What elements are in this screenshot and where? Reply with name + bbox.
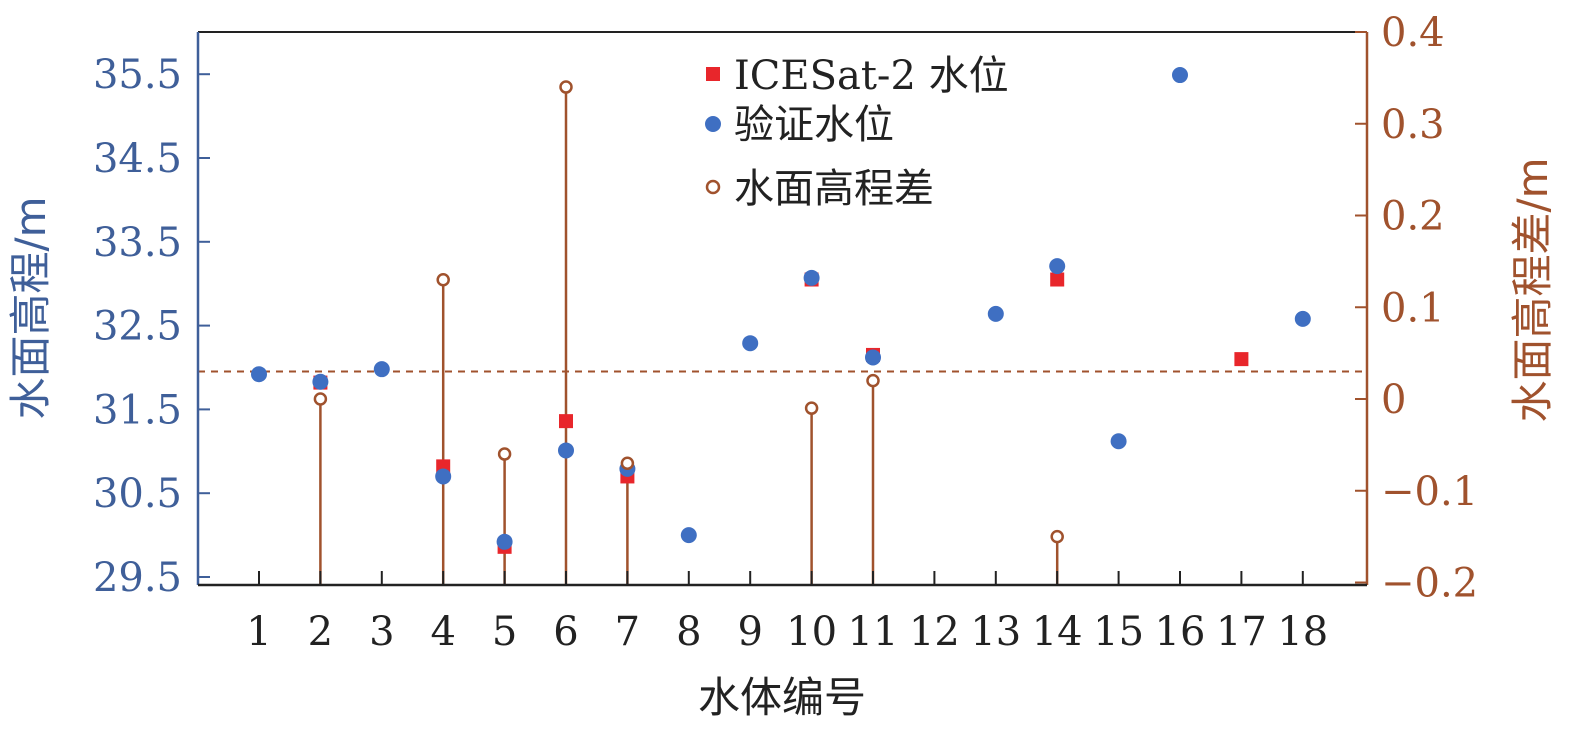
- difference-stems: [319, 87, 1059, 585]
- axes: 29.5 30.5 31.5 32.5 33.5 34.5 35.5 −0.2 −0.1 0 0.1…: [93, 10, 1478, 655]
- icesat2-point: [1234, 352, 1249, 367]
- validation-point: [742, 335, 759, 352]
- x-tick-label: 12: [909, 609, 960, 655]
- y-left-tick-label: 34.5: [93, 136, 182, 182]
- validation-point: [1172, 67, 1188, 84]
- x-tick-label: 5: [492, 609, 517, 655]
- icesat2-point: [1050, 272, 1065, 287]
- y-left-tick-label: 35.5: [93, 52, 182, 98]
- x-tick-label: 8: [676, 609, 701, 655]
- legend-marker-icesat2: [706, 67, 720, 81]
- validation-point: [1110, 433, 1127, 450]
- validation-point: [1049, 258, 1066, 275]
- y-right-tick-label: −0.2: [1381, 561, 1478, 607]
- y-right-tick-label: 0.2: [1381, 194, 1445, 240]
- difference-point: [436, 272, 450, 287]
- difference-point: [1050, 529, 1064, 544]
- validation-point: [558, 442, 574, 459]
- y-axis-left-title: 水面高程/m: [6, 196, 55, 419]
- y-left-tick-label: 32.5: [93, 304, 182, 350]
- legend-label-difference: 水面高程差: [734, 166, 934, 212]
- y-right-tick-label: 0.4: [1381, 10, 1445, 56]
- x-tick-label: 15: [1093, 609, 1144, 655]
- validation-point: [496, 533, 513, 550]
- x-tick-label: 3: [369, 609, 394, 655]
- x-tick-label: 17: [1216, 609, 1267, 655]
- validation-point: [373, 361, 390, 378]
- y-left-tick-label: 30.5: [93, 471, 182, 517]
- difference-points: [313, 80, 1064, 544]
- y-right-tick-label: 0: [1381, 377, 1406, 423]
- x-tick-label: 13: [970, 609, 1021, 655]
- legend: ICESat-2 水位 验证水位 水面高程差: [705, 53, 1009, 212]
- x-tick-label: 7: [615, 609, 640, 655]
- icesat2-point: [559, 414, 573, 429]
- icesat2-points: [313, 272, 1249, 554]
- validation-point: [435, 468, 452, 485]
- y-left-tick-label: 31.5: [93, 387, 182, 433]
- validation-point: [803, 269, 820, 286]
- validation-point: [987, 305, 1004, 322]
- validation-point: [312, 373, 329, 390]
- x-tick-label: 10: [786, 609, 837, 655]
- difference-point: [559, 80, 573, 94]
- x-tick-label: 16: [1155, 609, 1206, 655]
- difference-point: [866, 373, 880, 388]
- y-left-tick-label: 33.5: [93, 220, 182, 266]
- y-left-tick-label: 29.5: [93, 555, 182, 601]
- legend-label-validation: 验证水位: [734, 102, 894, 148]
- difference-point: [497, 447, 512, 461]
- legend-marker-difference: [705, 179, 721, 195]
- x-tick-label: 14: [1032, 609, 1083, 655]
- y-axis-right-title: 水面高程差/m: [1508, 157, 1557, 422]
- y-right-tick-label: 0.1: [1381, 285, 1445, 331]
- legend-marker-validation: [705, 116, 721, 132]
- x-tick-label: 1: [246, 609, 271, 655]
- x-tick-label: 2: [308, 609, 333, 655]
- x-tick-label: 4: [430, 609, 455, 655]
- x-tick-label: 11: [848, 609, 899, 655]
- x-tick-label: 18: [1277, 609, 1328, 655]
- difference-point: [620, 456, 635, 470]
- y-right-tick-label: 0.3: [1381, 102, 1445, 148]
- difference-point: [313, 392, 328, 406]
- legend-label-icesat2: ICESat-2 水位: [734, 53, 1009, 99]
- validation-point: [865, 349, 881, 366]
- validation-point: [251, 366, 267, 383]
- x-tick-label: 9: [737, 609, 762, 655]
- x-axis-title: 水体编号: [698, 673, 866, 722]
- validation-point: [680, 527, 697, 544]
- x-tick-label: 6: [553, 609, 578, 655]
- y-right-tick-label: −0.1: [1381, 469, 1478, 515]
- difference-point: [804, 401, 819, 415]
- validation-point: [1294, 310, 1311, 327]
